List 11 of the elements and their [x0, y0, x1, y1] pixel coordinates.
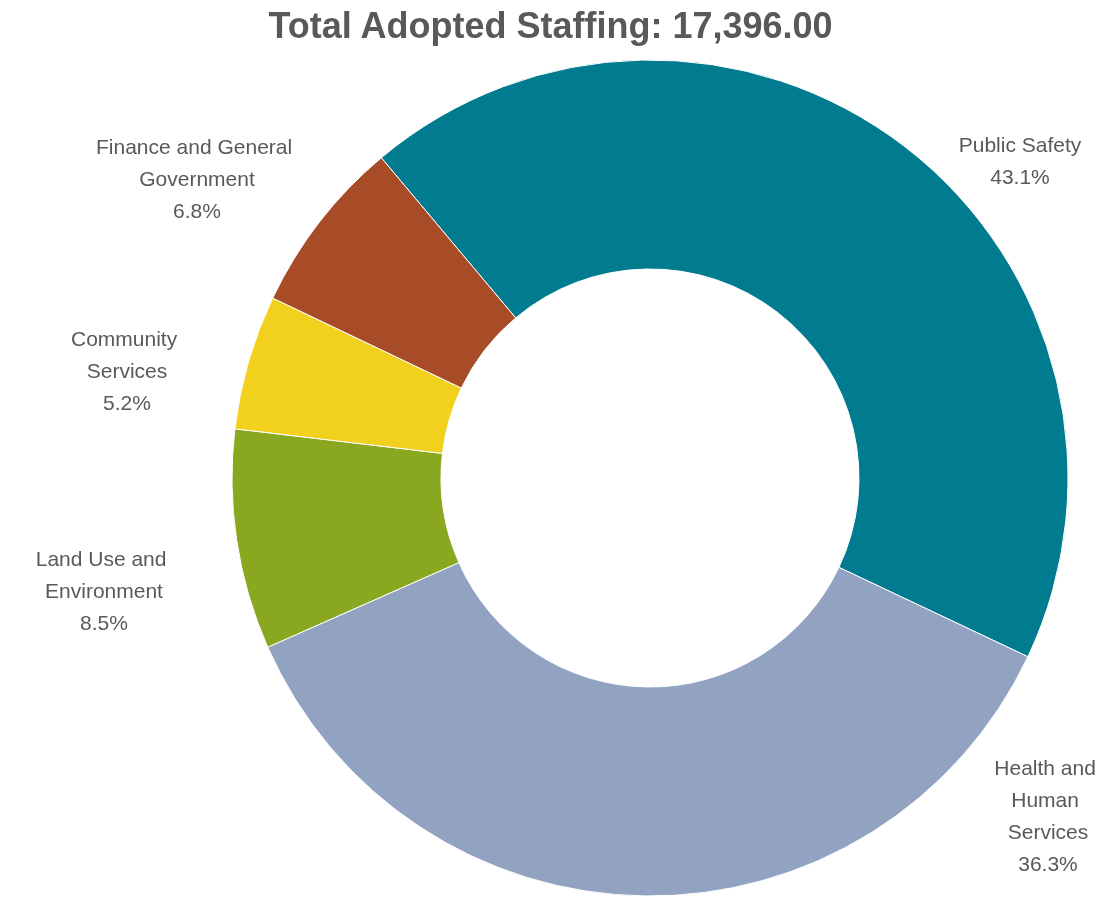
chart-title: Total Adopted Staffing: 17,396.00 — [268, 4, 833, 46]
slice-label: Finance and General Government — [96, 134, 298, 190]
slice-label: Public Safety — [958, 132, 1082, 156]
data-label: 8.5% — [80, 610, 128, 634]
data-label: 36.3% — [1018, 851, 1078, 875]
slice-label: Community Services — [70, 326, 184, 382]
slice-label: Health and Human Services — [994, 755, 1101, 843]
data-label: 6.8% — [173, 198, 221, 222]
data-label: 43.1% — [990, 164, 1050, 188]
slice-label: Land Use and Environment — [35, 546, 173, 602]
data-label: 5.2% — [103, 390, 151, 414]
